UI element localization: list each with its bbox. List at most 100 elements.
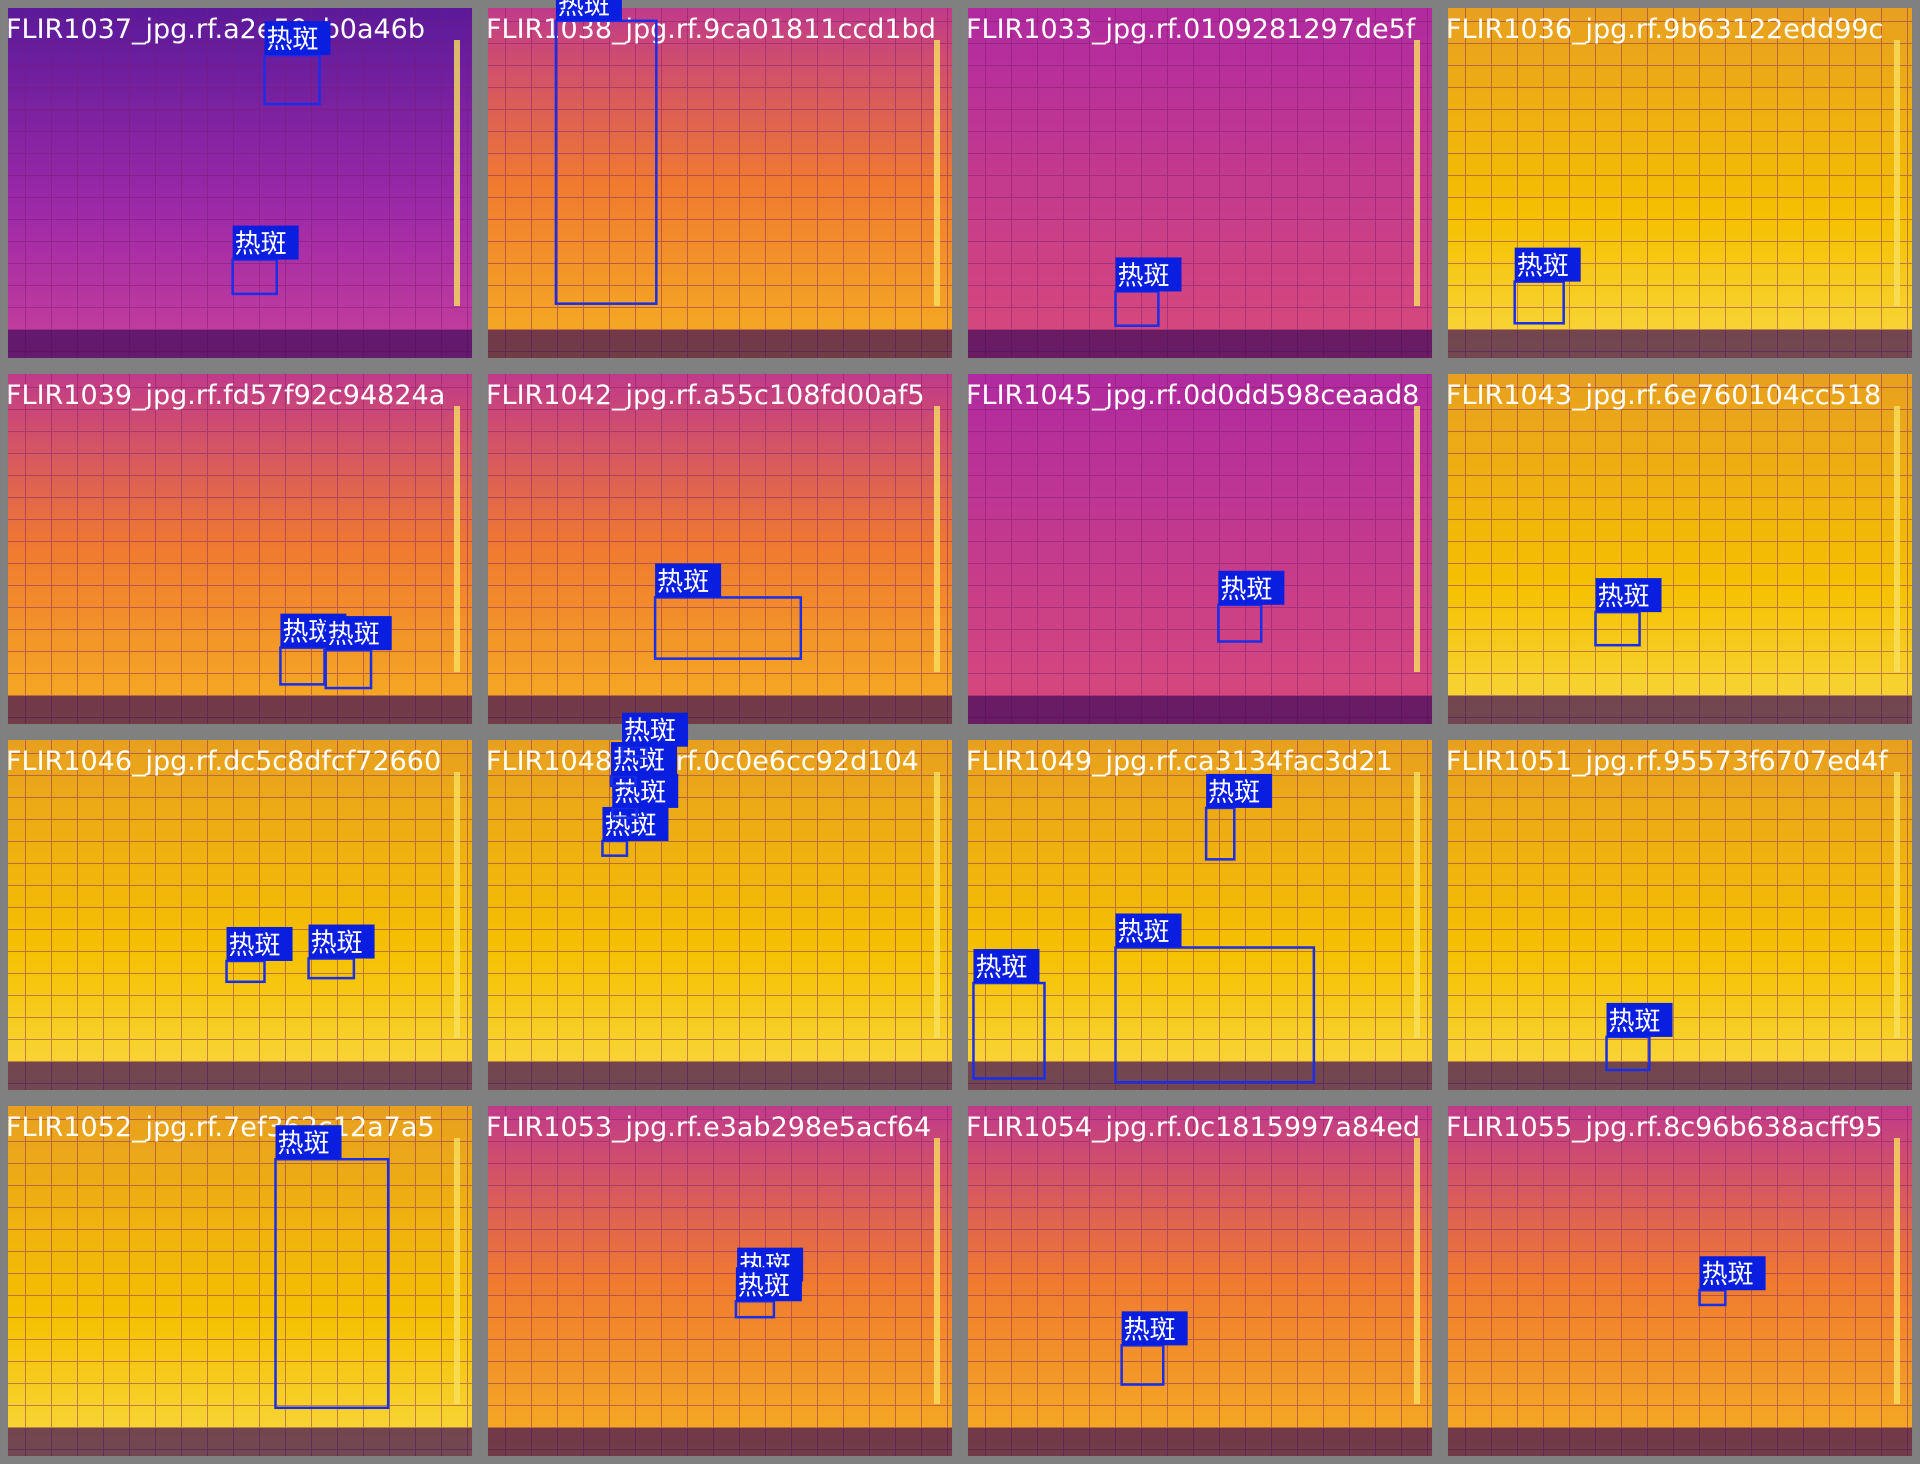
box-label: 热斑 bbox=[657, 567, 709, 597]
label-background bbox=[1699, 1256, 1766, 1291]
box-label: 热斑 bbox=[235, 230, 287, 260]
color-scale bbox=[1414, 406, 1420, 672]
label-background bbox=[1514, 247, 1581, 282]
panel-grid bbox=[8, 740, 472, 1090]
label-background bbox=[264, 21, 331, 56]
panel-grid bbox=[968, 8, 1432, 358]
tile bbox=[961, 1099, 1439, 1463]
tile-border bbox=[1441, 1099, 1919, 1463]
file-name: FLIR1037_jpg.rf.a2e59cb0a46b bbox=[6, 14, 425, 45]
box-label: 热斑 bbox=[1220, 575, 1272, 605]
tile-border bbox=[1441, 1, 1919, 365]
file-name: FLIR1046_jpg.rf.dc5c8dfcf72660 bbox=[6, 746, 441, 777]
box-label: 热斑 bbox=[278, 1129, 330, 1159]
panel-grid bbox=[1448, 740, 1912, 1090]
label-background bbox=[232, 225, 299, 260]
box-label: 热斑 bbox=[328, 620, 380, 650]
box-label: 热斑 bbox=[229, 931, 281, 961]
bottom-strip bbox=[488, 330, 952, 358]
color-scale bbox=[1894, 772, 1900, 1038]
label-background bbox=[275, 1125, 342, 1160]
panel-grid bbox=[488, 1106, 952, 1456]
color-scale bbox=[934, 406, 940, 672]
box-label: 热斑 bbox=[311, 929, 363, 959]
bottom-strip bbox=[488, 696, 952, 724]
tile-border bbox=[961, 1099, 1439, 1463]
bottom-strip bbox=[8, 1428, 472, 1456]
box-label: 热斑 bbox=[1124, 1315, 1176, 1345]
panel-grid bbox=[968, 374, 1432, 724]
color-scale bbox=[1894, 40, 1900, 306]
tile-border bbox=[1, 733, 479, 1097]
color-scale bbox=[454, 1138, 460, 1404]
bottom-strip bbox=[8, 696, 472, 724]
box-label: 热斑 bbox=[1598, 582, 1650, 612]
box-label: 热斑 bbox=[614, 778, 666, 808]
label-background bbox=[655, 563, 722, 598]
tile bbox=[961, 733, 1439, 1097]
color-scale bbox=[1414, 1138, 1420, 1404]
box-label: 热斑 bbox=[1702, 1260, 1754, 1290]
tile-border bbox=[1441, 367, 1919, 731]
file-name: FLIR1051_jpg.rf.95573f6707ed4f bbox=[1446, 746, 1889, 777]
file-name: FLIR1042_jpg.rf.a55c108fd00af5 bbox=[486, 380, 925, 411]
bottom-strip bbox=[968, 330, 1432, 358]
tile-border bbox=[1, 367, 479, 731]
panel-grid bbox=[488, 374, 952, 724]
tile bbox=[1441, 1099, 1919, 1463]
label-background bbox=[1115, 257, 1182, 292]
tile-border bbox=[1, 1, 479, 365]
bottom-strip bbox=[488, 1062, 952, 1090]
tile-border bbox=[961, 733, 1439, 1097]
tile-border bbox=[1, 1099, 479, 1463]
tile bbox=[1441, 367, 1919, 731]
label-background bbox=[973, 949, 1040, 984]
tile bbox=[961, 1, 1439, 365]
tile bbox=[481, 733, 959, 1097]
label-background bbox=[612, 773, 679, 808]
tile bbox=[1, 733, 479, 1097]
bottom-strip bbox=[8, 1062, 472, 1090]
tile-border bbox=[961, 367, 1439, 731]
tile bbox=[1, 1099, 479, 1463]
box-label: 热斑 bbox=[624, 717, 676, 747]
panel-grid bbox=[488, 8, 952, 358]
box-label: 热斑 bbox=[266, 25, 318, 55]
bottom-strip bbox=[1448, 330, 1912, 358]
file-name: FLIR1054_jpg.rf.0c1815997a84ed bbox=[966, 1112, 1420, 1143]
panel-grid bbox=[968, 1106, 1432, 1456]
file-name: FLIR1048_jpg.rf.0c0e6cc92d104 bbox=[486, 746, 919, 777]
color-scale bbox=[934, 772, 940, 1038]
bounding-box bbox=[653, 596, 803, 660]
label-background bbox=[555, 0, 622, 21]
bottom-strip bbox=[1448, 696, 1912, 724]
tile-border bbox=[1441, 733, 1919, 1097]
panel-grid bbox=[8, 374, 472, 724]
tile-border bbox=[481, 1099, 959, 1463]
tile bbox=[1, 367, 479, 731]
color-scale bbox=[934, 1138, 940, 1404]
label-background bbox=[735, 1267, 802, 1302]
color-scale bbox=[1414, 772, 1420, 1038]
color-scale bbox=[454, 40, 460, 306]
tile bbox=[1, 1, 479, 365]
tile-border bbox=[481, 367, 959, 731]
panel-grid bbox=[8, 8, 472, 358]
tile-border bbox=[481, 1, 959, 365]
tile bbox=[481, 1099, 959, 1463]
box-label: 热斑 bbox=[1118, 918, 1170, 948]
label-background bbox=[1115, 913, 1182, 948]
file-name: FLIR1033_jpg.rf.0109281297de5f bbox=[966, 14, 1417, 45]
color-scale bbox=[454, 406, 460, 672]
bottom-strip bbox=[1448, 1428, 1912, 1456]
tile bbox=[1441, 733, 1919, 1097]
file-name: FLIR1052_jpg.rf.7ef362c12a7a5 bbox=[6, 1112, 435, 1143]
color-scale bbox=[1894, 406, 1900, 672]
panel-grid bbox=[1448, 1106, 1912, 1456]
panel-grid bbox=[488, 740, 952, 1090]
box-label: 热斑 bbox=[1517, 252, 1569, 282]
panel-grid bbox=[8, 1106, 472, 1456]
box-label: 热斑 bbox=[738, 1271, 790, 1301]
